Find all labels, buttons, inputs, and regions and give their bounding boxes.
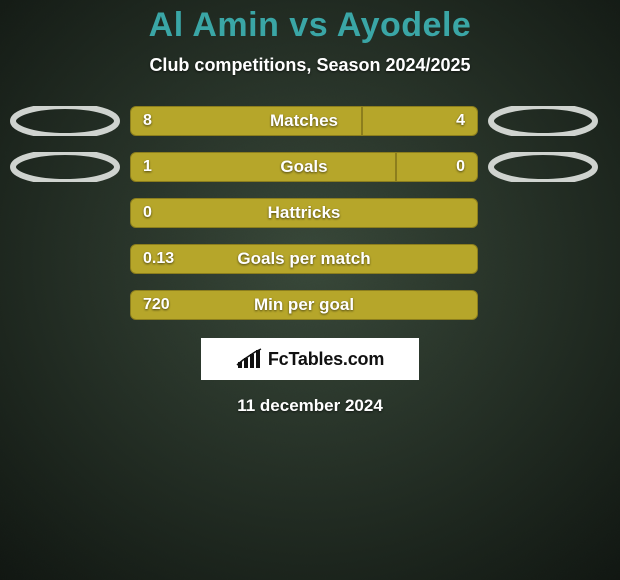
subtitle: Club competitions, Season 2024/2025: [0, 55, 620, 76]
stat-bar-left: 8: [130, 106, 362, 136]
player-right-avatar: [488, 152, 598, 182]
stat-bar-left: 0: [130, 198, 478, 228]
player-left-avatar: [10, 244, 120, 274]
stats-container: 84Matches10Goals00Hattricks0.13Goals per…: [0, 106, 620, 320]
player-right-avatar: [488, 290, 598, 320]
stat-right-value: 4: [444, 112, 477, 130]
stat-bar: 0.13Goals per match: [130, 244, 478, 274]
stat-bar-left: 720: [130, 290, 478, 320]
stat-right-value: 0: [444, 158, 477, 176]
stat-row: 0.13Goals per match: [10, 244, 610, 274]
stat-left-value: 8: [131, 112, 164, 130]
brand-text: FcTables.com: [268, 349, 384, 370]
player-left-avatar: [10, 198, 120, 228]
stat-left-value: 0: [131, 204, 164, 222]
date-text: 11 december 2024: [0, 396, 620, 416]
stat-row: 720Min per goal: [10, 290, 610, 320]
player-left-avatar: [10, 290, 120, 320]
stat-bar: 84Matches: [130, 106, 478, 136]
page-title: Al Amin vs Ayodele: [0, 0, 620, 45]
stat-left-value: 0.13: [131, 250, 186, 268]
stat-bar-left: 1: [130, 152, 396, 182]
brand-box[interactable]: FcTables.com: [201, 338, 419, 380]
stat-bar-right: 4: [362, 106, 478, 136]
player-right-avatar: [488, 244, 598, 274]
stat-row: 10Goals: [10, 152, 610, 182]
player-left-avatar: [10, 106, 120, 136]
stat-bar: 720Min per goal: [130, 290, 478, 320]
player-right-avatar: [488, 198, 598, 228]
stat-row: 84Matches: [10, 106, 610, 136]
player-right-avatar: [488, 106, 598, 136]
player-left-avatar: [10, 152, 120, 182]
stat-left-value: 720: [131, 296, 182, 314]
stat-row: 00Hattricks: [10, 198, 610, 228]
stat-bar: 10Goals: [130, 152, 478, 182]
stat-left-value: 1: [131, 158, 164, 176]
stat-bar-left: 0.13: [130, 244, 478, 274]
stat-bar-right: 0: [396, 152, 478, 182]
chart-bars-icon: [236, 348, 262, 370]
stat-bar: 00Hattricks: [130, 198, 478, 228]
